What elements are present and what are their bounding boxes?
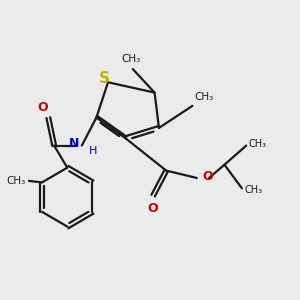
Text: CH₃: CH₃ [249, 139, 267, 149]
Text: O: O [202, 170, 213, 183]
Text: O: O [147, 202, 158, 214]
Text: CH₃: CH₃ [195, 92, 214, 102]
Text: CH₃: CH₃ [122, 54, 141, 64]
Text: S: S [99, 71, 110, 86]
Text: O: O [38, 101, 48, 114]
Text: CH₃: CH₃ [7, 176, 26, 186]
Text: N: N [69, 137, 80, 150]
Text: CH₃: CH₃ [244, 185, 262, 195]
Text: H: H [89, 146, 98, 157]
